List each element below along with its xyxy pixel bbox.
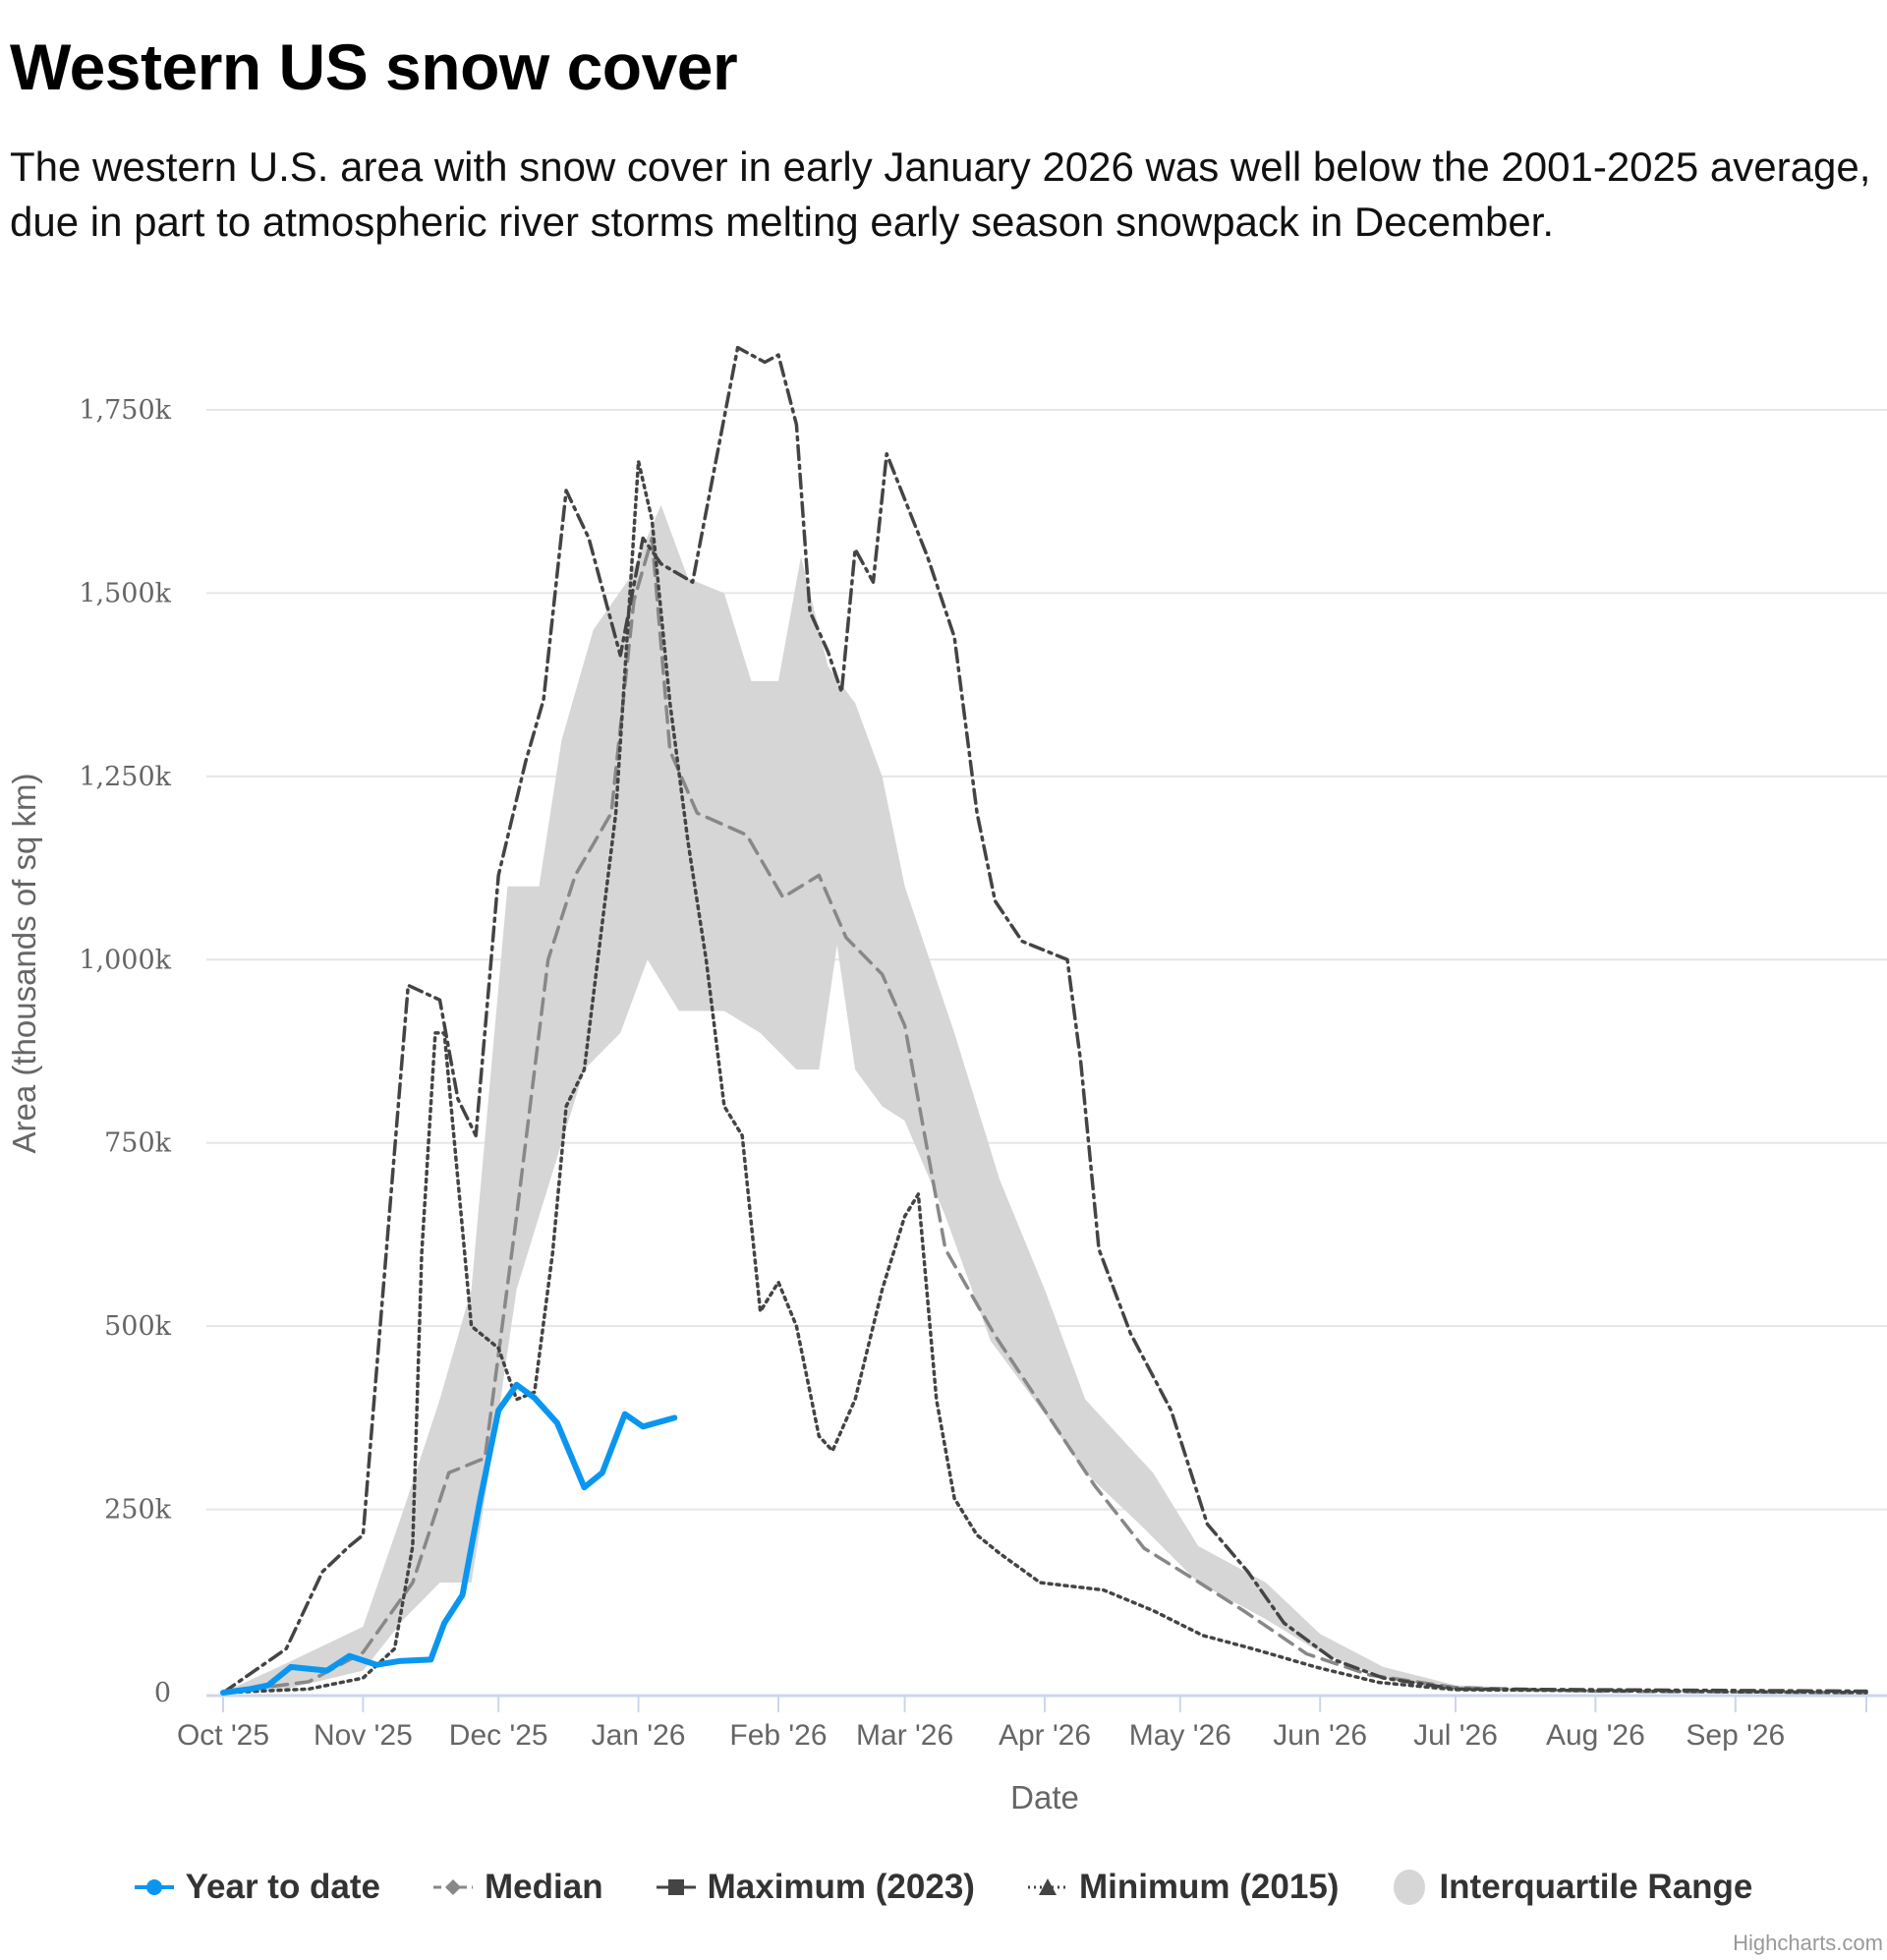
legend-label: Interquartile Range bbox=[1439, 1868, 1753, 1906]
legend-symbol-square-icon bbox=[656, 1879, 696, 1895]
series-line-minimum-2015 bbox=[221, 459, 1868, 1695]
y-tick-label: 250k bbox=[104, 1495, 172, 1526]
chart-title: Western US snow cover bbox=[10, 30, 738, 103]
x-tick-label: Jul '26 bbox=[1413, 1719, 1498, 1752]
legend-symbol-diamond-icon bbox=[433, 1879, 474, 1895]
highcharts-credit-link[interactable]: Highcharts.com bbox=[1733, 1931, 1883, 1955]
legend-item-minimum[interactable]: Minimum (2015) bbox=[1027, 1868, 1340, 1907]
series-line-year-to-date bbox=[220, 1381, 678, 1696]
y-tick-label: 1,750k bbox=[79, 395, 171, 426]
x-tick-label: Oct '25 bbox=[177, 1719, 269, 1752]
x-tick-label: Dec '25 bbox=[449, 1719, 548, 1752]
legend-symbol-circle-icon bbox=[134, 1879, 174, 1895]
y-tick-label: 750k bbox=[104, 1128, 172, 1159]
legend-item-median[interactable]: Median bbox=[433, 1868, 603, 1907]
legend-item-maximum[interactable]: Maximum (2023) bbox=[656, 1868, 975, 1907]
chart-subtitle: The western U.S. area with snow cover in… bbox=[10, 144, 1871, 245]
legend-symbol-triangle-icon bbox=[1027, 1878, 1067, 1895]
legend-item-year-to-date[interactable]: Year to date bbox=[134, 1868, 381, 1907]
series-line-median bbox=[221, 536, 1868, 1695]
x-tick-label: May '26 bbox=[1129, 1719, 1231, 1752]
y-axis-ticks: 0 250k 500k 750k 1,000k 1,250k 1,500k 1,750k bbox=[79, 395, 171, 1708]
y-tick-label: 500k bbox=[104, 1311, 172, 1342]
legend-symbol-ellipse-icon bbox=[1394, 1870, 1426, 1905]
x-tick-label: Jun '26 bbox=[1273, 1719, 1367, 1752]
interquartile-range-area bbox=[223, 504, 1866, 1693]
x-tick-label: Sep '26 bbox=[1686, 1719, 1785, 1752]
series-line-maximum-2023 bbox=[221, 345, 1868, 1695]
x-tick-label: Nov '25 bbox=[314, 1719, 413, 1752]
x-tick-label: Jan '26 bbox=[592, 1719, 686, 1752]
y-axis-title: Area (thousands of sq km) bbox=[6, 773, 42, 1153]
y-tick-label: 1,250k bbox=[79, 762, 171, 792]
legend: Year to date Median Maximum (2023) Minim… bbox=[0, 1868, 1887, 1907]
x-tick-label: Aug '26 bbox=[1546, 1719, 1645, 1752]
legend-item-interquartile-range[interactable]: Interquartile Range bbox=[1392, 1868, 1752, 1907]
x-axis-title: Date bbox=[1010, 1779, 1079, 1816]
legend-label: Maximum (2023) bbox=[707, 1868, 975, 1906]
x-tick-label: Apr '26 bbox=[999, 1719, 1091, 1752]
x-axis: Oct '25 Nov '25 Dec '25 Jan '26 Feb '26 Mar '… bbox=[177, 1694, 1887, 1752]
x-tick-label: Feb '26 bbox=[729, 1719, 827, 1752]
legend-label: Minimum (2015) bbox=[1078, 1868, 1340, 1906]
y-tick-label: 1,500k bbox=[79, 578, 171, 608]
x-tick-label: Mar '26 bbox=[856, 1719, 953, 1752]
y-tick-label: 1,000k bbox=[79, 945, 171, 975]
y-tick-label: 0 bbox=[154, 1678, 171, 1708]
legend-label: Year to date bbox=[185, 1868, 381, 1906]
plot-area bbox=[220, 345, 1868, 1696]
legend-label: Median bbox=[485, 1868, 603, 1906]
